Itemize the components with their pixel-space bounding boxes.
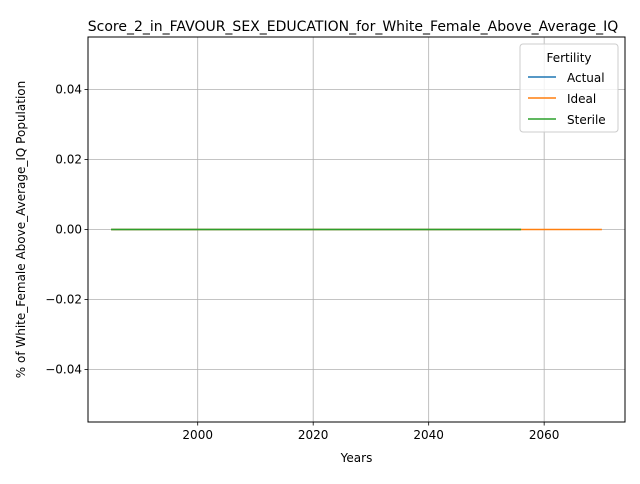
legend: Fertility Actual Ideal Sterile (519, 43, 619, 133)
legend-items: Actual Ideal Sterile (528, 71, 606, 127)
legend-label: Actual (567, 71, 605, 85)
y-tick-label: 0.04 (55, 83, 82, 97)
legend-title: Fertility (546, 51, 591, 65)
legend-label: Ideal (567, 92, 596, 106)
legend-label: Sterile (567, 113, 606, 127)
legend-box (519, 43, 619, 133)
x-tick-label: 2040 (413, 428, 444, 442)
x-axis-ticks: 2000 2020 2040 2060 (182, 422, 559, 442)
y-axis-label: % of White_Female Above_Average_IQ Popul… (14, 81, 28, 378)
x-tick-label: 2020 (298, 428, 329, 442)
y-tick-label: 0.02 (55, 153, 82, 167)
x-axis-label: Years (340, 451, 373, 465)
y-axis-ticks: −0.04 −0.02 0.00 0.02 0.04 (45, 83, 88, 377)
chart-title: Score_2_in_FAVOUR_SEX_EDUCATION_for_Whit… (88, 19, 618, 35)
x-tick-label: 2060 (529, 428, 560, 442)
x-tick-label: 2000 (182, 428, 213, 442)
y-tick-label: 0.00 (55, 223, 82, 237)
y-tick-label: −0.04 (45, 363, 82, 377)
y-tick-label: −0.02 (45, 293, 82, 307)
